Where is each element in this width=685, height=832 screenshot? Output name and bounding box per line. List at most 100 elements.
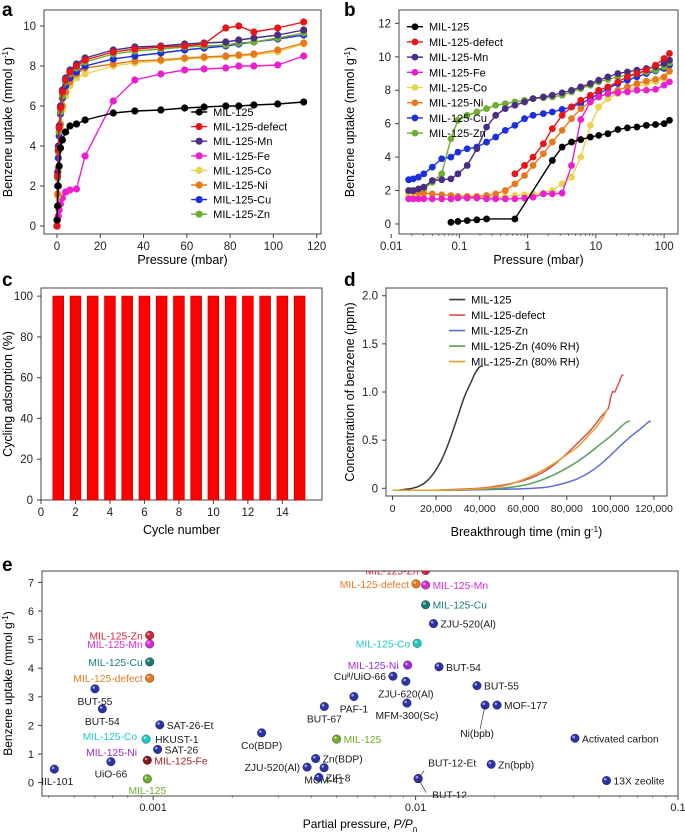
svg-text:BUT-67: BUT-67 <box>307 715 342 726</box>
svg-text:BUT-54: BUT-54 <box>446 663 481 674</box>
svg-text:b: b <box>344 0 356 21</box>
svg-text:MIL-125-Zn: MIL-125-Zn <box>471 326 528 338</box>
svg-text:e: e <box>2 555 13 576</box>
svg-text:Cuᴵᴵ/UiO-66: Cuᴵᴵ/UiO-66 <box>334 672 386 683</box>
svg-text:100: 100 <box>264 241 283 253</box>
svg-text:1.0: 1.0 <box>362 387 378 399</box>
svg-text:MIL-125-Fe: MIL-125-Fe <box>429 67 486 79</box>
svg-text:20,000: 20,000 <box>420 503 452 515</box>
svg-text:MIL-125-Zn: MIL-125-Zn <box>213 209 270 221</box>
svg-text:2: 2 <box>385 186 391 198</box>
svg-text:120: 120 <box>307 241 326 253</box>
svg-text:Activated carbon: Activated carbon <box>582 734 659 745</box>
svg-text:MIL-125-Fe: MIL-125-Fe <box>154 756 207 767</box>
svg-text:1.5: 1.5 <box>362 339 378 351</box>
svg-text:MIL-125-Cu: MIL-125-Cu <box>433 601 488 612</box>
svg-text:20: 20 <box>94 241 107 253</box>
svg-text:60: 60 <box>180 241 193 253</box>
svg-text:MIL-125-Mn: MIL-125-Mn <box>429 52 488 64</box>
svg-text:2: 2 <box>28 720 34 732</box>
svg-text:4: 4 <box>107 507 114 519</box>
svg-text:MIL-125-Cu: MIL-125-Cu <box>88 658 143 669</box>
svg-text:BUT-55: BUT-55 <box>484 682 519 693</box>
svg-text:MIL-125-Mn: MIL-125-Mn <box>213 136 272 148</box>
svg-text:14: 14 <box>276 507 289 519</box>
svg-text:4: 4 <box>28 663 34 675</box>
svg-text:MIL-125-Ni: MIL-125-Ni <box>213 180 267 192</box>
svg-text:0: 0 <box>385 219 391 231</box>
svg-text:MIL-125-Co: MIL-125-Co <box>356 639 411 650</box>
svg-text:MIL-125-Ni: MIL-125-Ni <box>429 98 483 110</box>
svg-text:Zn(bpb): Zn(bpb) <box>498 760 534 771</box>
svg-text:80,000: 80,000 <box>551 503 583 515</box>
svg-text:MIL-125-Fe: MIL-125-Fe <box>213 151 270 163</box>
svg-text:MIL-125-Zn (40% RH): MIL-125-Zn (40% RH) <box>471 341 579 353</box>
svg-text:40: 40 <box>20 413 33 425</box>
svg-text:10: 10 <box>378 52 391 64</box>
svg-text:0: 0 <box>390 503 396 515</box>
svg-text:0.001: 0.001 <box>139 802 167 814</box>
svg-text:BUT-12: BUT-12 <box>432 791 467 802</box>
svg-text:100,000: 100,000 <box>591 503 629 515</box>
svg-text:3: 3 <box>28 692 34 704</box>
svg-text:0.01: 0.01 <box>405 802 426 814</box>
svg-text:MIL-125-Cu: MIL-125-Cu <box>213 195 271 207</box>
svg-text:10: 10 <box>207 507 220 519</box>
svg-text:MIL-125: MIL-125 <box>128 786 166 797</box>
svg-text:Zn(BDP): Zn(BDP) <box>323 755 363 766</box>
svg-text:MIL-125-defect: MIL-125-defect <box>73 674 142 685</box>
svg-text:Cycle number: Cycle number <box>143 523 220 537</box>
svg-text:0: 0 <box>372 483 378 495</box>
svg-text:MIL-125: MIL-125 <box>429 22 469 34</box>
svg-text:0: 0 <box>38 507 44 519</box>
svg-text:BUT-55: BUT-55 <box>77 697 112 708</box>
svg-text:a: a <box>2 0 13 21</box>
svg-text:MIL-125-Zn: MIL-125-Zn <box>365 566 418 577</box>
svg-text:2.0: 2.0 <box>362 291 378 303</box>
svg-text:0: 0 <box>54 241 60 253</box>
svg-text:Partial pressure, P/P0: Partial pressure, P/P0 <box>303 817 418 832</box>
svg-text:60: 60 <box>20 373 33 385</box>
svg-text:2: 2 <box>72 507 78 519</box>
svg-text:100: 100 <box>14 291 33 303</box>
svg-text:MIL-125: MIL-125 <box>213 107 253 119</box>
svg-text:Co(BDP): Co(BDP) <box>241 741 282 752</box>
svg-text:ZJU-520(Al): ZJU-520(Al) <box>245 763 301 774</box>
svg-text:Ni(bpb): Ni(bpb) <box>460 729 494 740</box>
svg-text:6: 6 <box>30 101 36 113</box>
svg-text:20: 20 <box>20 454 33 466</box>
svg-text:MIL-125-Zn: MIL-125-Zn <box>89 631 142 642</box>
svg-text:7: 7 <box>28 577 34 589</box>
svg-text:6: 6 <box>28 606 34 618</box>
svg-text:Pressure (mbar): Pressure (mbar) <box>493 253 583 267</box>
svg-text:MIL-125-defect: MIL-125-defect <box>213 122 287 134</box>
svg-text:0.5: 0.5 <box>362 435 378 447</box>
svg-text:Benzene uptake (mmol g-1): Benzene uptake (mmol g-1) <box>343 47 358 197</box>
svg-text:MIL-125-Mn: MIL-125-Mn <box>433 581 489 592</box>
svg-text:MIL-125-Ni: MIL-125-Ni <box>86 748 137 759</box>
svg-text:BUT-12-Et: BUT-12-Et <box>428 759 476 770</box>
svg-text:Concentration of benzene (ppm): Concentration of benzene (ppm) <box>343 302 357 481</box>
svg-text:5: 5 <box>28 635 34 647</box>
svg-text:13X zeolite: 13X zeolite <box>614 777 665 788</box>
svg-text:SAT-26-Et: SAT-26-Et <box>167 721 214 732</box>
svg-text:2: 2 <box>30 181 36 193</box>
svg-text:1: 1 <box>28 749 34 761</box>
svg-text:Breakthrough time (min g-1): Breakthrough time (min g-1) <box>451 525 603 540</box>
svg-text:0: 0 <box>30 221 36 233</box>
svg-text:MOF-177: MOF-177 <box>504 701 548 712</box>
svg-text:ZIF-8: ZIF-8 <box>326 773 351 784</box>
svg-text:MIL-125-Co: MIL-125-Co <box>213 165 271 177</box>
svg-text:SAT-26: SAT-26 <box>165 745 199 756</box>
svg-text:MIL-125-Zn: MIL-125-Zn <box>429 128 486 140</box>
svg-text:0: 0 <box>27 495 33 507</box>
svg-text:MIL-125-defect: MIL-125-defect <box>340 580 409 591</box>
svg-text:8: 8 <box>30 61 36 73</box>
svg-text:4: 4 <box>30 141 37 153</box>
svg-text:BUT-54: BUT-54 <box>85 717 120 728</box>
svg-text:c: c <box>2 270 13 291</box>
svg-text:MIL-125-defect: MIL-125-defect <box>429 37 503 49</box>
svg-text:120,000: 120,000 <box>635 503 673 515</box>
svg-text:6: 6 <box>141 507 147 519</box>
svg-text:60,000: 60,000 <box>507 503 539 515</box>
